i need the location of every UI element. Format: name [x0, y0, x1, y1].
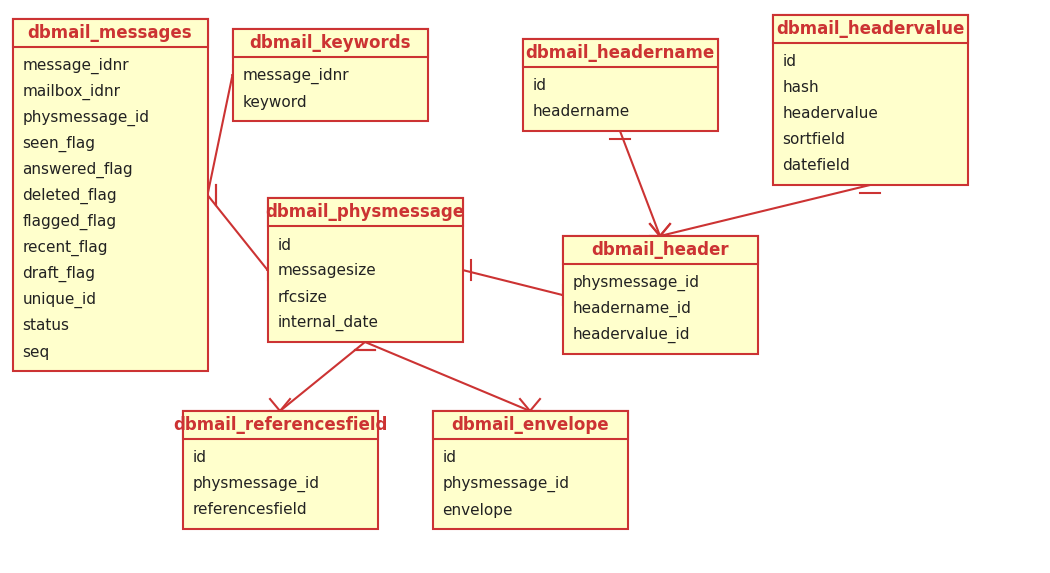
Text: hash: hash [782, 80, 819, 96]
Text: dbmail_physmessage: dbmail_physmessage [266, 203, 464, 221]
Bar [773, 15, 967, 185]
Text: id: id [442, 450, 457, 465]
Text: dbmail_envelope: dbmail_envelope [452, 416, 609, 434]
Bar [523, 39, 717, 67]
Text: draft_flag: draft_flag [22, 266, 96, 282]
Text: message_idnr: message_idnr [22, 58, 129, 74]
Text: internal_date: internal_date [277, 315, 378, 331]
Bar [433, 411, 628, 439]
Text: physmessage_id: physmessage_id [442, 476, 569, 492]
Text: dbmail_keywords: dbmail_keywords [249, 34, 411, 52]
Text: dbmail_header: dbmail_header [591, 241, 729, 259]
Text: recent_flag: recent_flag [22, 240, 108, 256]
Text: physmessage_id: physmessage_id [192, 476, 319, 492]
Text: envelope: envelope [442, 503, 513, 517]
Text: keyword: keyword [243, 95, 307, 109]
Text: mailbox_idnr: mailbox_idnr [22, 84, 121, 100]
Text: dbmail_referencesfield: dbmail_referencesfield [173, 416, 387, 434]
Text: id: id [782, 54, 797, 69]
Text: unique_id: unique_id [22, 292, 97, 308]
Text: messagesize: messagesize [277, 264, 376, 278]
Text: physmessage_id: physmessage_id [572, 275, 699, 291]
Bar [268, 198, 462, 226]
Text: id: id [192, 450, 207, 465]
Bar [773, 15, 967, 43]
Text: sortfield: sortfield [782, 132, 845, 147]
Text: referencesfield: referencesfield [192, 503, 307, 517]
Text: status: status [22, 319, 69, 333]
Bar [523, 39, 717, 131]
Text: dbmail_messages: dbmail_messages [27, 24, 192, 42]
Text: headervalue_id: headervalue_id [572, 327, 690, 343]
Text: seq: seq [22, 344, 49, 359]
Bar [563, 236, 757, 264]
Text: physmessage_id: physmessage_id [22, 110, 149, 126]
Bar [183, 411, 378, 529]
Bar [232, 29, 427, 57]
Bar [563, 236, 757, 354]
Text: rfcsize: rfcsize [277, 289, 328, 304]
Text: id: id [532, 79, 546, 93]
Bar [13, 19, 208, 47]
Text: headername: headername [532, 104, 630, 120]
Bar [13, 19, 208, 371]
Text: message_idnr: message_idnr [243, 68, 349, 84]
Text: headervalue: headervalue [782, 107, 879, 121]
Bar [433, 411, 628, 529]
Text: flagged_flag: flagged_flag [22, 214, 117, 230]
Bar [232, 29, 427, 121]
Text: id: id [277, 237, 292, 253]
Text: deleted_flag: deleted_flag [22, 188, 118, 204]
Text: headername_id: headername_id [572, 301, 691, 317]
Text: dbmail_headername: dbmail_headername [525, 44, 715, 62]
Text: answered_flag: answered_flag [22, 162, 133, 178]
Text: datefield: datefield [782, 159, 850, 174]
Text: seen_flag: seen_flag [22, 136, 96, 152]
Bar [268, 198, 462, 342]
Text: dbmail_headervalue: dbmail_headervalue [776, 20, 964, 38]
Bar [183, 411, 378, 439]
